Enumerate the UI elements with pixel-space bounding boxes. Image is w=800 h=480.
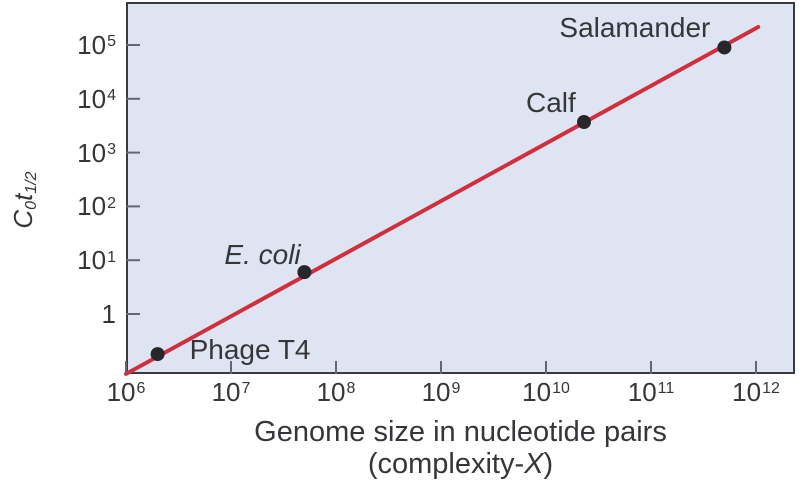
x-axis-title-line2: (complexity-X) xyxy=(126,449,795,479)
point-label: Salamander xyxy=(559,12,711,44)
y-tick-label: 102 xyxy=(77,191,116,222)
x-tick-label: 106 xyxy=(106,377,146,407)
x-axis-title-line1: Genome size in nucleotide pairs xyxy=(254,416,667,448)
x-tick-label: 107 xyxy=(211,377,251,407)
point-label: Calf xyxy=(525,87,576,119)
y-tick-label: 105 xyxy=(77,30,116,60)
x-tick-label: 109 xyxy=(421,377,461,407)
y-title-t: t xyxy=(8,193,38,201)
point-label: Phage T4 xyxy=(189,334,311,366)
y-title-c: C xyxy=(8,209,38,229)
x-tick-label: 1011 xyxy=(627,377,675,407)
x-tick-label: 1010 xyxy=(522,377,570,407)
y-tick-label: 1 xyxy=(101,299,116,329)
point-label: E. coli xyxy=(224,239,301,271)
y-tick-label: 101 xyxy=(77,245,116,276)
y-title-c-sub: 0 xyxy=(22,200,40,210)
plot-area xyxy=(126,2,795,374)
y-tick-label: 104 xyxy=(77,83,116,114)
x-tick-label: 1012 xyxy=(732,377,780,407)
x-title-line2-prefix: (complexity- xyxy=(367,448,525,480)
y-title-t-sub: 1/2 xyxy=(22,171,40,194)
x-title-line2-suffix: ) xyxy=(543,448,554,480)
y-tick-label: 103 xyxy=(77,137,116,168)
y-axis-title: C0t1/2 xyxy=(5,120,41,280)
x-title-line2-x: X xyxy=(524,448,544,480)
x-tick-label: 108 xyxy=(316,377,356,407)
